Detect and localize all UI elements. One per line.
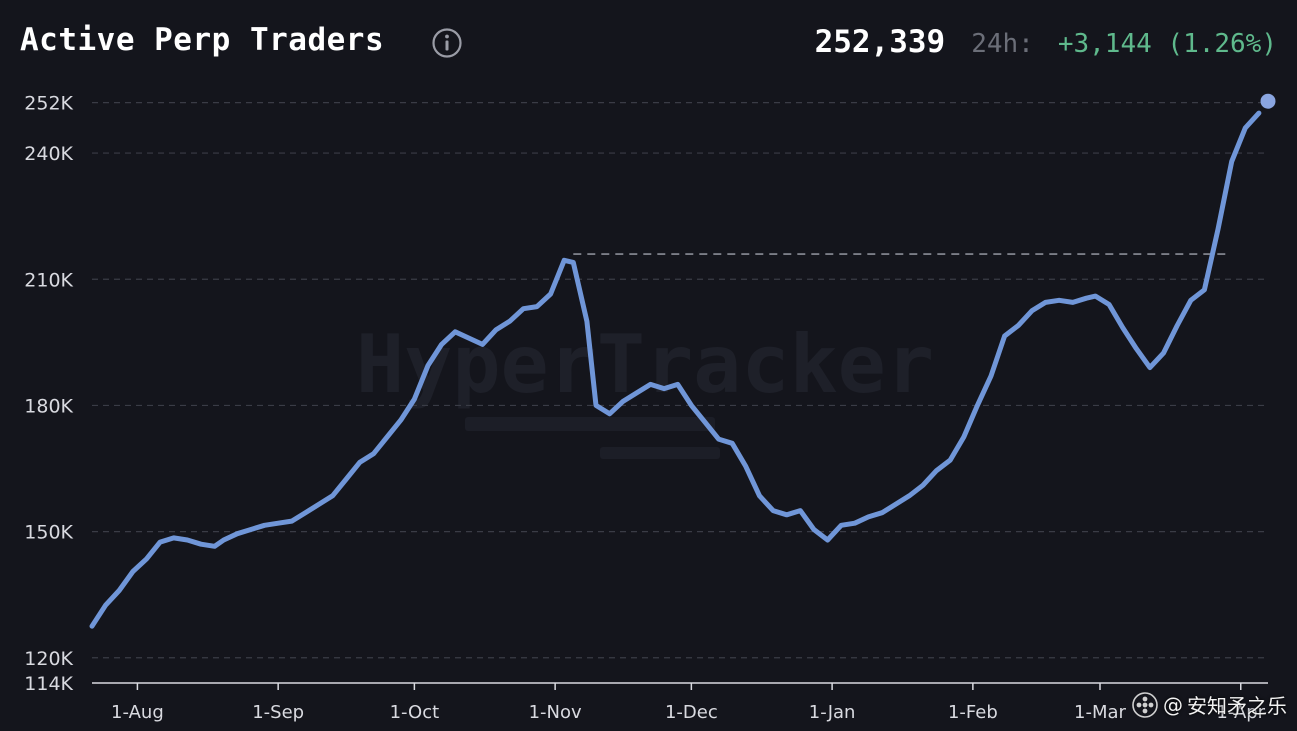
x-tick-label: 1-Oct [390, 702, 440, 723]
y-axis: 114K 120K 150K 180K 210K 240K 252K [24, 93, 73, 695]
x-tick-label: 1-Sep [252, 702, 304, 723]
y-tick-label: 180K [24, 395, 73, 417]
x-tick-label: 1-Dec [665, 702, 718, 723]
value-readout: 252,339 24h: +3,144 (1.26%) [815, 24, 1277, 60]
x-tick-label: 1-Apr [1216, 702, 1265, 723]
y-tick-label: 210K [24, 269, 73, 291]
x-tick-label: 1-Mar [1074, 702, 1127, 723]
last-point-marker[interactable] [1260, 93, 1276, 109]
y-tick-label: 120K [24, 648, 73, 670]
watermark-text: HyperTracker [356, 318, 934, 411]
x-tick-label: 1-Nov [529, 702, 582, 723]
credit-watermark: @ 安知矛之乐 [1131, 690, 1287, 719]
period-label: 24h: [971, 29, 1034, 59]
y-tick-label: 240K [24, 143, 73, 165]
x-tick-label: 1-Aug [111, 702, 164, 723]
x-tick-label: 1-Jan [809, 702, 856, 723]
series-line [89, 110, 1262, 629]
current-value: 252,339 [814, 24, 946, 60]
credit-at: @ [1163, 692, 1183, 717]
x-tick-label: 1-Feb [948, 702, 998, 723]
series [89, 93, 1276, 629]
x-axis: 1-Aug 1-Sep 1-Oct 1-Nov 1-Dec 1-Jan 1-Feb 1-Mar… [92, 682, 1268, 723]
y-tick-label: 252K [24, 93, 73, 115]
y-tick-label: 150K [24, 522, 73, 544]
change-value: +3,144 (1.26%) [1057, 29, 1277, 59]
publisher-logo-icon [1132, 691, 1158, 718]
info-icon[interactable] [431, 27, 463, 59]
chart-title: Active Perp Traders [20, 22, 385, 58]
grid [92, 102, 1268, 659]
chart-header: Active Perp Traders 252,339 24h: +3,144 … [0, 0, 1297, 90]
y-tick-label: 114K [24, 673, 73, 695]
credit-name: 安知矛之乐 [1187, 694, 1287, 718]
